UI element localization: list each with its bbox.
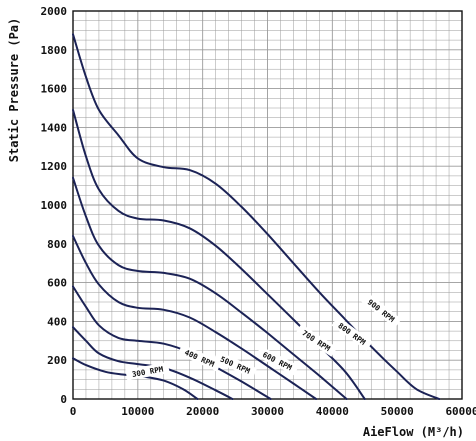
curve-700-rpm xyxy=(72,176,348,400)
curve-label-text: 800 RPM xyxy=(336,321,367,347)
curve-400-rpm xyxy=(72,326,234,400)
curve-900-rpm xyxy=(72,33,441,400)
curve-label-background xyxy=(331,316,373,351)
y-tick-label: 1600 xyxy=(41,83,68,96)
y-tick-label: 800 xyxy=(47,238,67,251)
x-axis-title: AieFlow (M³/h) xyxy=(363,425,464,439)
y-tick-label: 600 xyxy=(47,277,67,290)
x-tick-label: 60000 xyxy=(445,405,476,418)
curve-label-background xyxy=(295,324,338,357)
curve-label-300-rpm: 300 RPM xyxy=(125,362,170,381)
x-tick-label: 30000 xyxy=(251,405,284,418)
y-axis-title: Static Pressure (Pa) xyxy=(7,18,21,163)
curve-label-text: 900 RPM xyxy=(366,297,397,324)
x-tick-label: 50000 xyxy=(381,405,414,418)
y-tick-label: 0 xyxy=(60,393,67,406)
curve-label-background xyxy=(177,344,222,372)
curve-600-rpm xyxy=(72,235,318,400)
curve-500-rpm xyxy=(72,285,272,400)
y-tick-label: 1800 xyxy=(41,44,68,57)
curve-label-background xyxy=(125,362,170,381)
y-tick-label: 1400 xyxy=(41,121,68,134)
y-tick-label: 1000 xyxy=(41,199,68,212)
curve-label-background xyxy=(360,292,402,328)
curve-label-text: 600 RPM xyxy=(261,350,294,373)
curve-label-700-rpm: 700 RPM xyxy=(295,324,338,357)
y-tick-label: 400 xyxy=(47,315,67,328)
curve-label-900-rpm: 900 RPM xyxy=(360,292,402,328)
y-tick-label: 1200 xyxy=(41,160,68,173)
x-tick-label: 40000 xyxy=(316,405,349,418)
plot-frame xyxy=(72,10,463,400)
x-tick-label: 0 xyxy=(70,405,77,418)
y-tick-label: 2000 xyxy=(41,5,68,18)
curve-label-background xyxy=(213,350,258,379)
curve-label-background xyxy=(255,346,300,376)
y-tick-label: 200 xyxy=(47,354,67,367)
x-tick-label: 20000 xyxy=(186,405,219,418)
x-tick-label: 10000 xyxy=(121,405,154,418)
chart-axes: 0 10000 20000 30000 40000 50000 60000 0 200 400 60… xyxy=(41,5,476,418)
